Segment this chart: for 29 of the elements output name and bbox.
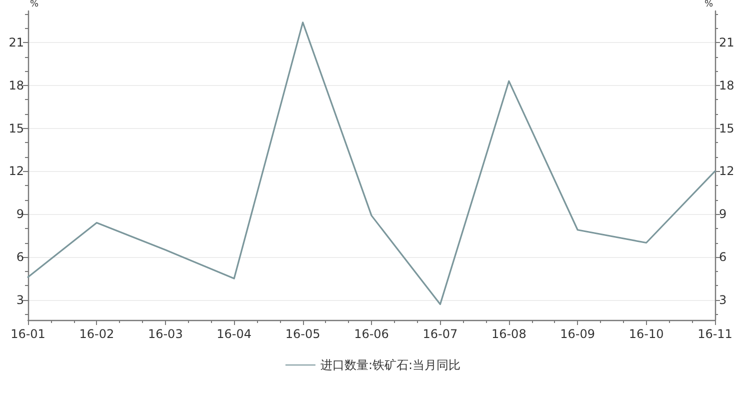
x-tick-label: 16-01: [10, 327, 46, 341]
x-tick-label: 16-11: [698, 327, 732, 341]
x-tick-label: 16-10: [628, 327, 664, 341]
y2-tick-label: 3: [719, 292, 727, 307]
legend-label: 进口数量:铁矿石:当月同比: [320, 358, 461, 372]
x-tick-label: 16-02: [79, 327, 114, 341]
y2-tick-label: 15: [719, 121, 734, 136]
y-axis-title: %: [30, 0, 39, 10]
x-tick-label: 16-07: [422, 327, 458, 341]
y-tick-label: 9: [16, 207, 24, 222]
y-tick-label: 21: [8, 35, 24, 50]
y-tick-label: 3: [16, 292, 24, 307]
y-tick-label: 18: [8, 78, 24, 92]
y2-tick-label: 21: [719, 35, 734, 50]
y2-tick-label: 12: [719, 164, 734, 178]
y-tick-label: 6: [16, 250, 24, 264]
y-tick-label: 15: [8, 121, 24, 136]
y2-axis-title: %: [704, 0, 714, 10]
y2-tick-label: 6: [719, 250, 727, 264]
x-tick-label: 16-05: [285, 327, 320, 341]
x-tick-label: 16-03: [148, 327, 183, 341]
x-tick-label: 16-06: [354, 327, 389, 341]
x-tick-label: 16-04: [216, 327, 252, 341]
x-tick-label: 16-08: [491, 327, 526, 341]
y-tick-label: 12: [8, 164, 24, 178]
x-tick-label: 16-09: [560, 327, 596, 341]
y2-tick-label: 18: [719, 78, 734, 92]
y2-tick-label: 9: [719, 207, 727, 222]
line-series: [27, 22, 716, 306]
